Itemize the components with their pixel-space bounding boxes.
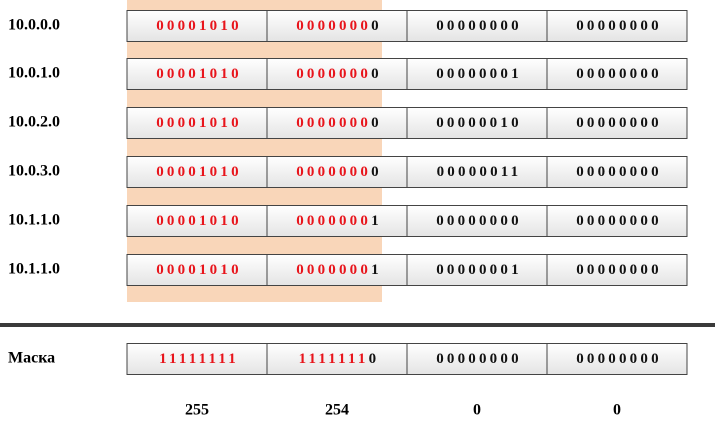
octet-box [546, 254, 688, 286]
octet-box [546, 107, 688, 139]
octet-box [546, 343, 688, 375]
octet-box [266, 156, 408, 188]
host-bits: 00000000 [576, 213, 662, 229]
octet-box [266, 107, 408, 139]
host-bits: 00000000 [576, 66, 662, 82]
host-bits: 0 [371, 115, 382, 131]
octet-box [406, 10, 548, 42]
network-bits: 00001010 [156, 18, 242, 34]
octet: 00000000 [296, 66, 382, 82]
network-bits: 00001010 [156, 213, 242, 229]
octet: 00000000 [296, 115, 382, 131]
octet: 00001010 [156, 18, 242, 34]
row-label: 10.0.2.0 [8, 114, 60, 131]
host-bits: 00000000 [436, 18, 522, 34]
host-bits: 0 [371, 66, 382, 82]
octet: 00000000 [576, 213, 662, 229]
octet: 00000001 [436, 66, 522, 82]
octet-box [126, 107, 268, 139]
octet: 00000000 [296, 164, 382, 180]
octet: 00001010 [156, 66, 242, 82]
octet: 00000000 [436, 18, 522, 34]
octet-box [126, 254, 268, 286]
octet-box [546, 10, 688, 42]
mask-decimal: 0 [613, 402, 621, 419]
octet: 00000001 [296, 213, 382, 229]
octet: 00001010 [156, 262, 242, 278]
mask-decimal: 254 [325, 402, 349, 419]
octet: 00000000 [576, 164, 662, 180]
octet-box [266, 343, 408, 375]
octet-box [126, 156, 268, 188]
octet-box [266, 10, 408, 42]
host-bits: 1 [371, 213, 382, 229]
host-bits: 00000000 [576, 115, 662, 131]
row-label: 10.0.1.0 [8, 65, 60, 82]
octet: 00000000 [576, 351, 662, 367]
octet-box [546, 156, 688, 188]
octet: 00000000 [576, 18, 662, 34]
host-bits: 00000000 [576, 164, 662, 180]
octet: 00000001 [296, 262, 382, 278]
network-bits: 00001010 [156, 164, 242, 180]
octet: 00000001 [436, 262, 522, 278]
octet: 00001010 [156, 115, 242, 131]
host-bits: 00000001 [436, 66, 522, 82]
octet: 00000000 [576, 115, 662, 131]
host-bits: 0 [369, 351, 380, 367]
row-label: 10.1.1.0 [8, 261, 60, 278]
octet: 00000000 [576, 66, 662, 82]
octet-box [126, 343, 268, 375]
row-label: 10.0.0.0 [8, 17, 60, 34]
octet: 00000000 [436, 213, 522, 229]
octet: 00000000 [576, 262, 662, 278]
octet-box [126, 10, 268, 42]
host-bits: 00000000 [576, 262, 662, 278]
mask-decimal: 0 [473, 402, 481, 419]
network-bits: 0000000 [296, 66, 371, 82]
octet-box [546, 58, 688, 90]
mask-decimal: 255 [185, 402, 209, 419]
octet-box [406, 343, 548, 375]
octet-box [546, 205, 688, 237]
octet-box [266, 58, 408, 90]
network-bits: 00001010 [156, 66, 242, 82]
row-label: Маска [8, 350, 55, 367]
network-highlight [127, 0, 382, 302]
network-bits: 0000000 [296, 115, 371, 131]
network-bits: 0000000 [296, 18, 371, 34]
network-bits: 00001010 [156, 115, 242, 131]
octet: 00001010 [156, 213, 242, 229]
octet: 00001010 [156, 164, 242, 180]
host-bits: 00000000 [436, 213, 522, 229]
network-bits: 0000000 [296, 213, 371, 229]
octet: 00000000 [436, 351, 522, 367]
network-bits: 0000000 [296, 164, 371, 180]
octet-box [406, 205, 548, 237]
octet: 00000000 [296, 18, 382, 34]
octet-box [266, 254, 408, 286]
host-bits: 00000000 [576, 18, 662, 34]
octet: 00000011 [437, 164, 522, 180]
host-bits: 0 [371, 164, 382, 180]
host-bits: 00000000 [436, 351, 522, 367]
network-bits: 11111111 [159, 351, 239, 367]
host-bits: 1 [371, 262, 382, 278]
host-bits: 00000000 [576, 351, 662, 367]
octet: 11111111 [159, 351, 239, 367]
network-bits: 1111111 [299, 351, 369, 367]
network-bits: 0000000 [296, 262, 371, 278]
host-bits: 00000011 [437, 164, 522, 180]
row-label: 10.0.3.0 [8, 163, 60, 180]
octet: 11111110 [299, 351, 380, 367]
network-bits: 00001010 [156, 262, 242, 278]
row-label: 10.1.1.0 [8, 212, 60, 229]
host-bits: 00000010 [436, 115, 522, 131]
host-bits: 00000001 [436, 262, 522, 278]
octet-box [266, 205, 408, 237]
host-bits: 0 [371, 18, 382, 34]
octet: 00000010 [436, 115, 522, 131]
octet-box [406, 107, 548, 139]
